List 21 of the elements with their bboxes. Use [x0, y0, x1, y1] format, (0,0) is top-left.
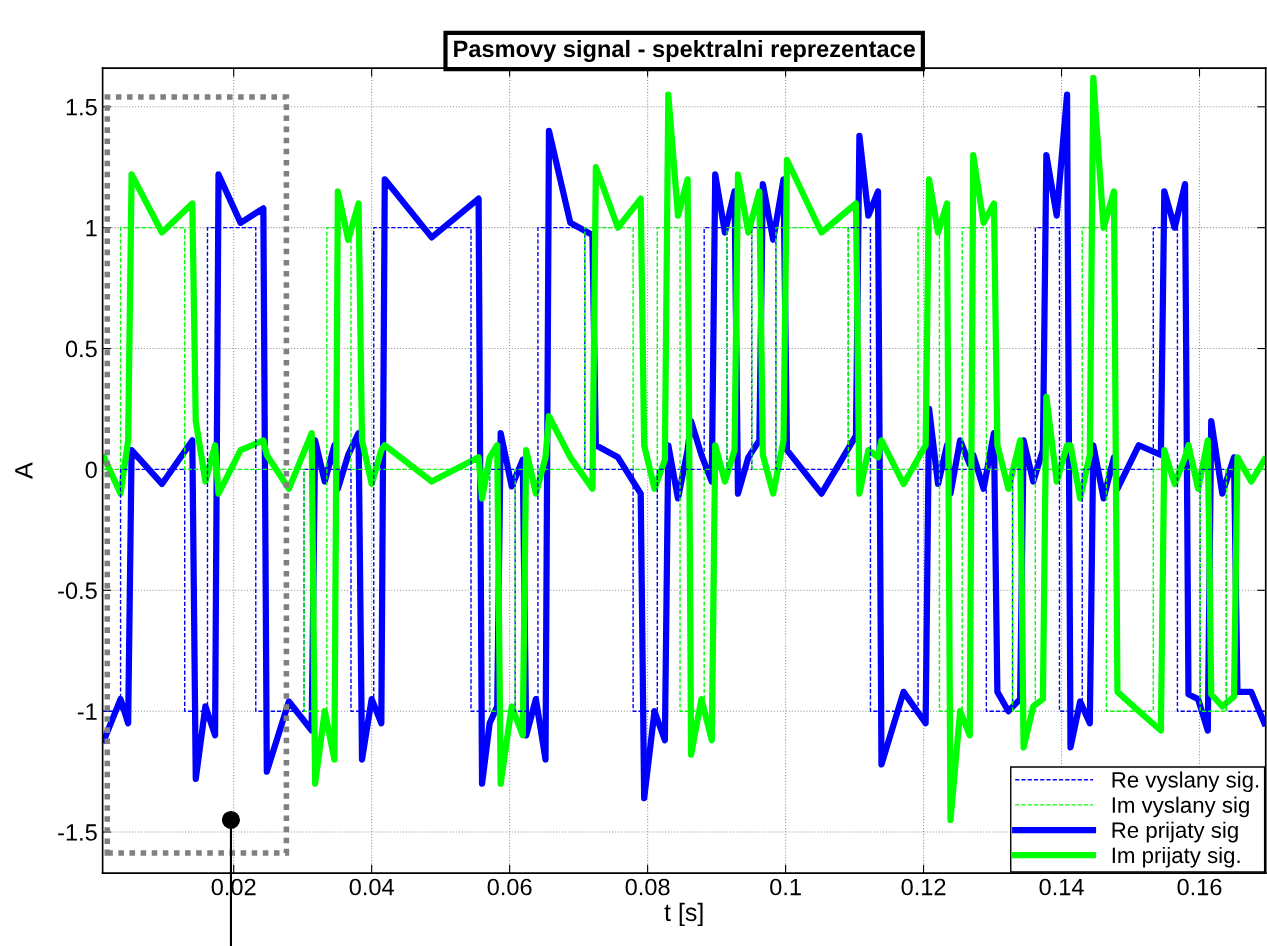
y-tick-label: 1	[86, 219, 97, 237]
chart-title: Pasmovy signal - spektralni reprezentace	[454, 39, 916, 62]
x-tick-label: 0.14	[1039, 878, 1084, 896]
x-tick-label: 0.08	[625, 878, 670, 896]
x-axis-title: t [s]	[664, 902, 703, 927]
legend-label: Im prijaty sig.	[1112, 846, 1240, 868]
y-tick-label: 0	[85, 461, 97, 479]
legend-label: Re prijaty sig	[1112, 821, 1238, 843]
y-tick-label: 0.5	[65, 340, 97, 358]
x-tick-label: 0.04	[349, 878, 394, 896]
x-tick-label: 0.1	[770, 878, 801, 896]
y-axis-title: A	[15, 462, 33, 479]
x-tick-label: 0.16	[1177, 878, 1222, 896]
x-tick-label: 0.12	[901, 878, 946, 896]
y-tick-label: -0.5	[58, 582, 97, 600]
legend-label: Im vyslany sig	[1112, 796, 1249, 818]
y-tick-label: -1	[77, 703, 97, 720]
y-tick-label: -1.5	[58, 824, 97, 841]
y-tick-label: 1.5	[66, 99, 97, 116]
x-tick-label: 0.06	[487, 878, 532, 896]
legend-label: Re vyslany sig.	[1112, 771, 1259, 793]
